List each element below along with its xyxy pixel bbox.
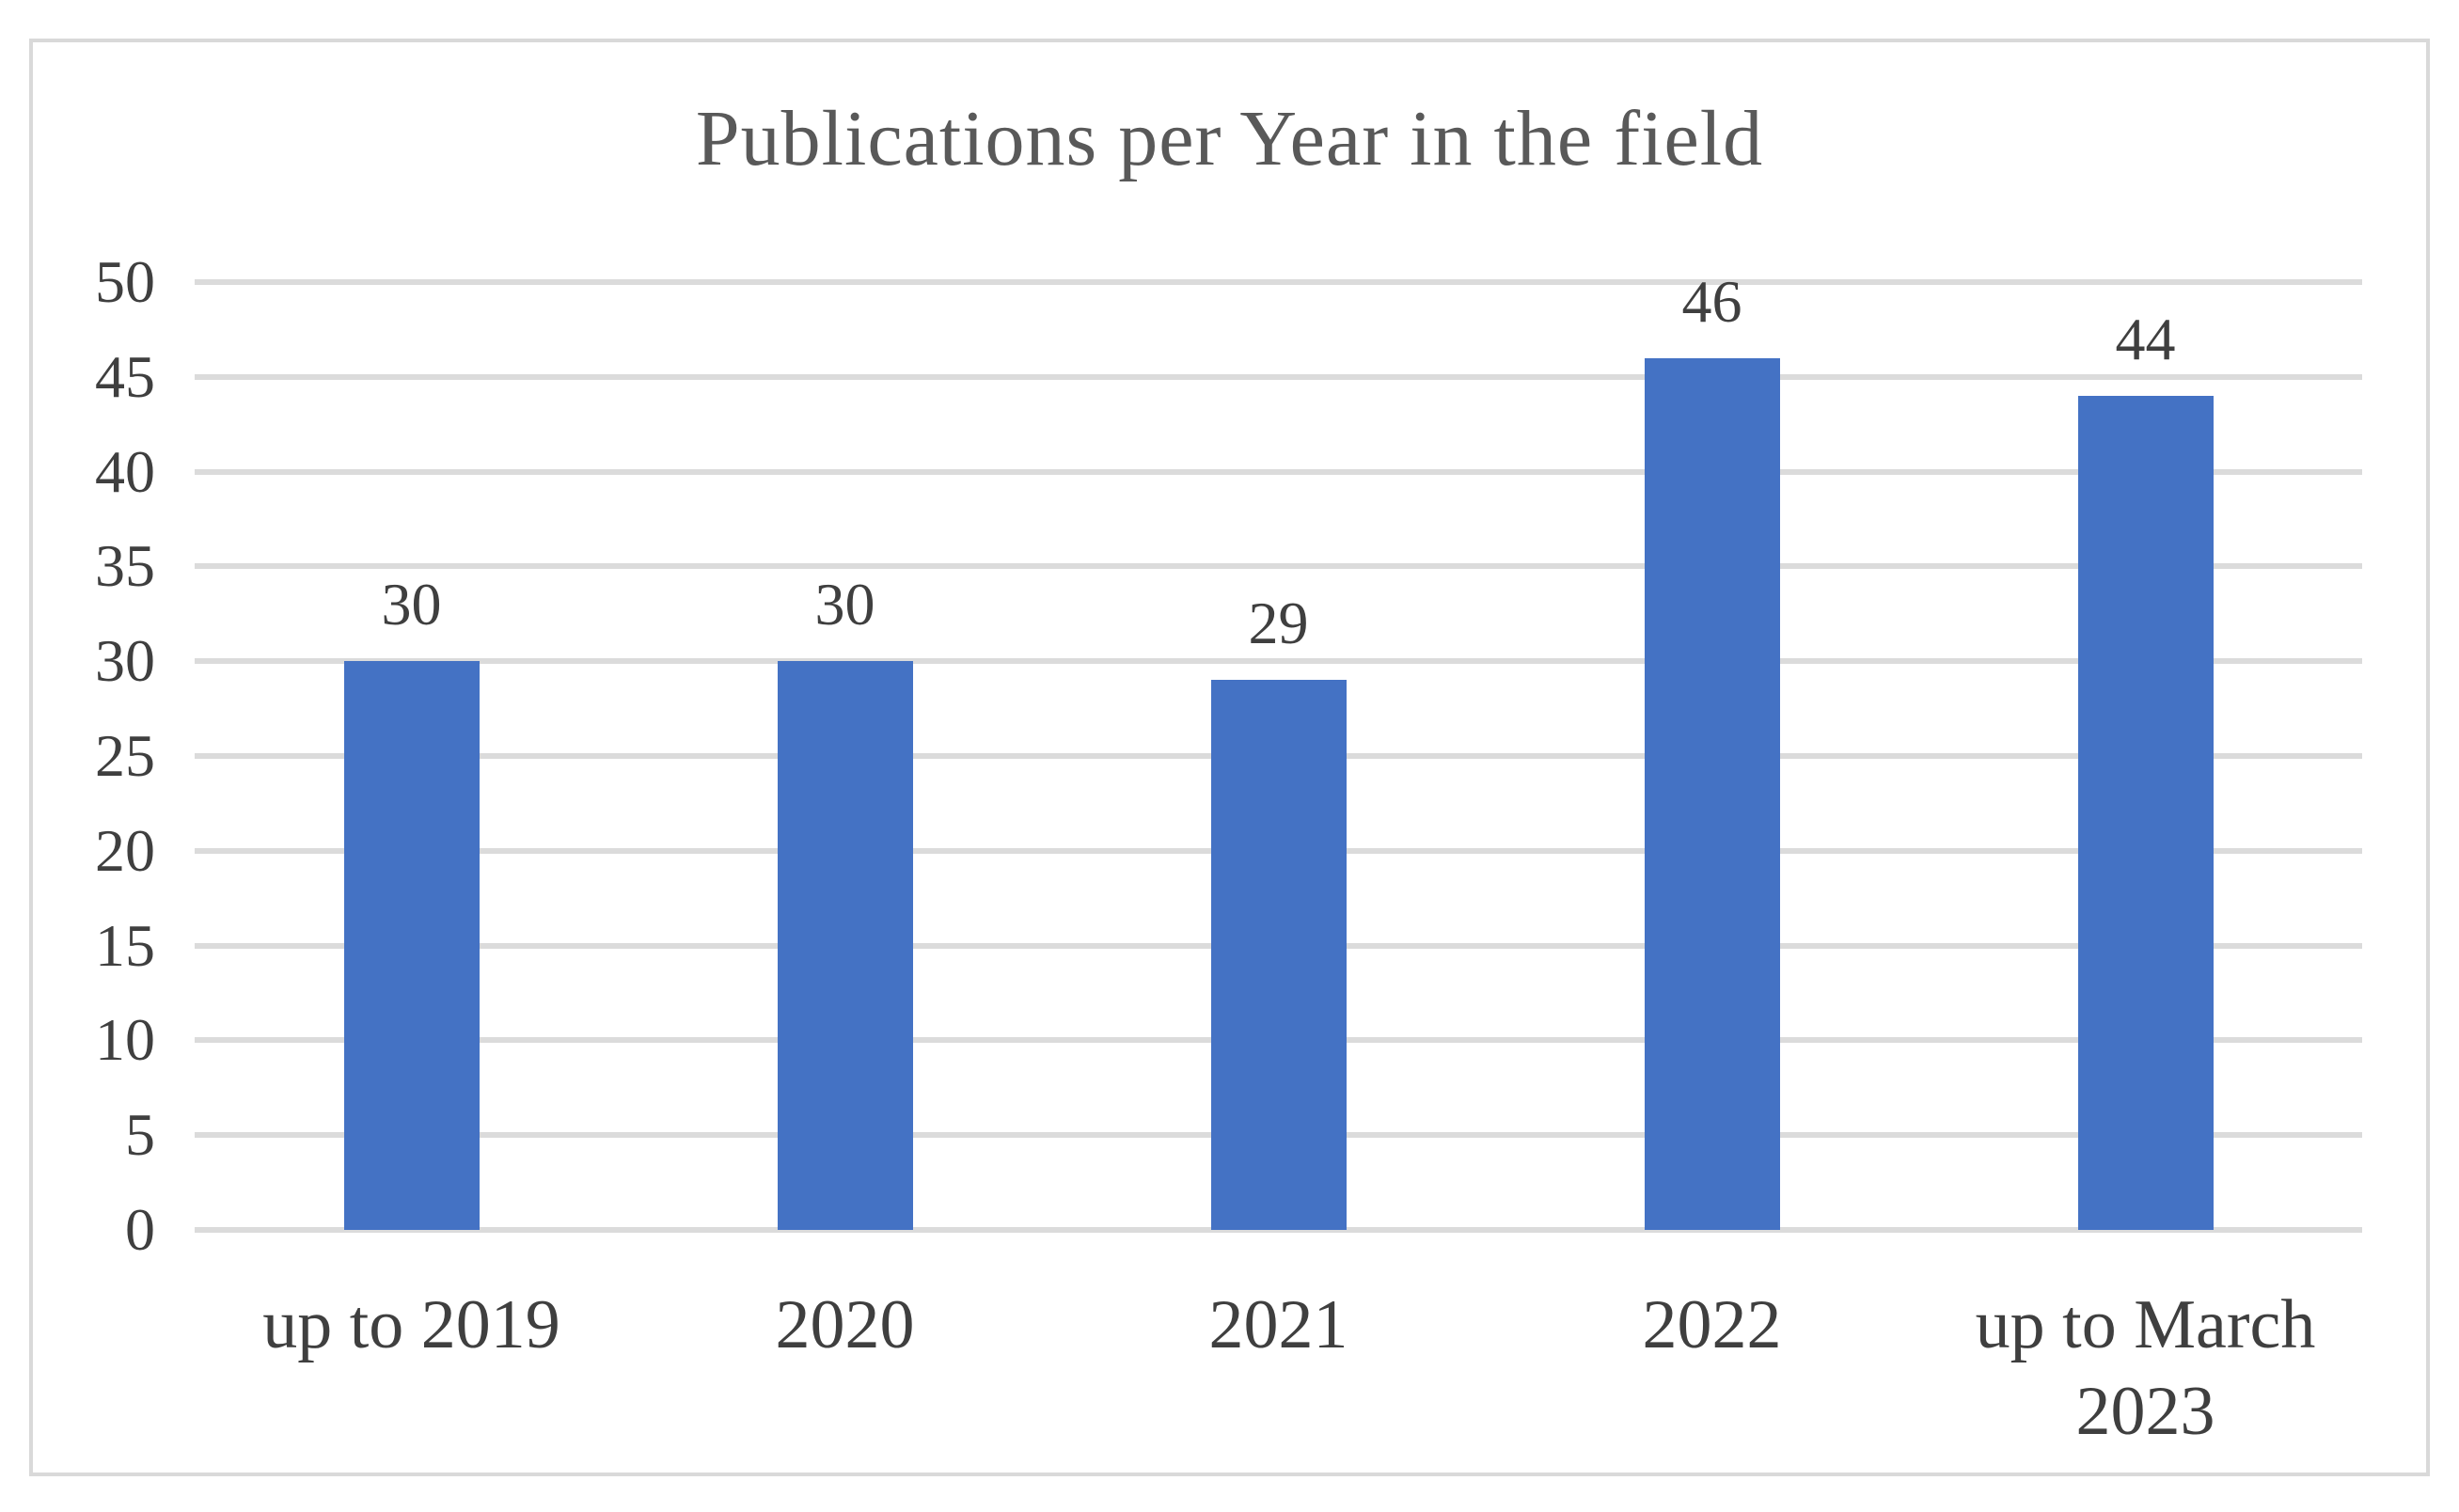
bar [1210, 680, 1347, 1230]
gridline [195, 1227, 2362, 1233]
chart-title: Publications per Year in the field [695, 95, 1764, 182]
x-axis-label: 2022 [1642, 1286, 1782, 1363]
gridline [195, 658, 2362, 665]
bar-value-label: 30 [381, 571, 442, 638]
y-tick-label: 10 [95, 1006, 155, 1074]
x-axis-label: 2020 [775, 1286, 915, 1363]
x-axis-label: 2021 [1208, 1286, 1348, 1363]
bar-value-label: 29 [1248, 590, 1309, 657]
x-axis-label: up to March 2023 [1975, 1286, 2316, 1450]
gridline [195, 279, 2362, 285]
bar [2077, 395, 2214, 1230]
x-axis-label: up to 2019 [262, 1286, 560, 1363]
gridline [195, 373, 2362, 380]
y-tick-label: 30 [95, 627, 155, 695]
gridline [195, 563, 2362, 570]
gridline [195, 468, 2362, 475]
bar [777, 661, 913, 1230]
y-tick-label: 0 [125, 1196, 155, 1263]
y-tick-label: 25 [95, 722, 155, 789]
y-tick-label: 20 [95, 816, 155, 884]
y-tick-label: 50 [95, 248, 155, 315]
bar-value-label: 30 [814, 571, 875, 638]
y-tick-label: 40 [95, 437, 155, 505]
y-tick-label: 15 [95, 911, 155, 979]
y-tick-label: 45 [95, 342, 155, 410]
y-tick-label: 5 [125, 1101, 155, 1169]
bar [343, 661, 480, 1230]
bar-value-label: 44 [2115, 305, 2176, 372]
bar-value-label: 46 [1681, 267, 1742, 335]
bar [1644, 357, 1780, 1230]
y-tick-label: 35 [95, 532, 155, 600]
